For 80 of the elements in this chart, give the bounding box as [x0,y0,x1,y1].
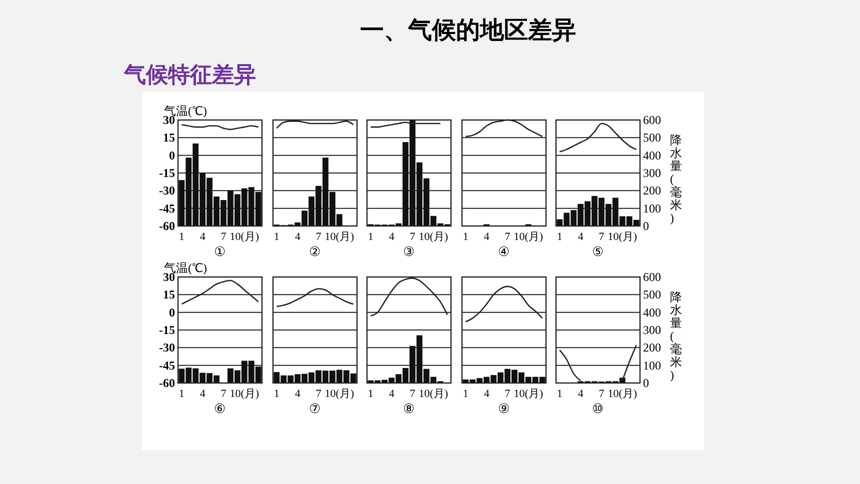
x-tick-label: 4 [388,231,395,243]
x-tick-label: 4 [294,231,301,243]
x-axis-title: ⑩ [592,401,604,416]
y-tick-label: -60 [159,219,175,233]
y-tick-label: -15 [159,166,175,180]
y-tick-label: -15 [159,323,175,337]
text: 气候特征差异 [123,63,256,88]
y-tick-label: 0 [169,305,175,320]
x-tick-label: 1 [556,231,562,243]
y-tick-label: 0 [169,148,175,162]
x-tick-label: 10(月) [418,231,448,243]
y-tick-label: 15 [163,130,175,145]
x-tick-label: 1 [274,388,280,400]
y-tick-label: -60 [159,376,175,390]
y2-tick-label: 400 [643,305,661,320]
x-tick-label: 4 [200,388,206,400]
x-axis-title: ⑦ [309,401,321,416]
x-tick-label: 10(月) [514,231,544,243]
x-tick-label: 10(月) [514,388,544,400]
y-tick-label: -45 [159,358,175,372]
x-tick-label: 7 [410,388,416,400]
x-tick-label: 4 [294,388,301,400]
y2-axis-title: 降水量(毫米) [670,133,682,225]
x-tick-label: 7 [598,231,605,243]
y2-tick-label: 600 [643,113,661,127]
x-tick-label: 10(月) [608,231,638,243]
y2-tick-label: 0 [643,219,649,233]
x-tick-label: 10(月) [418,388,448,400]
x-tick-label: 7 [504,231,511,243]
x-tick-label: 1 [178,231,184,243]
x-tick-label: 4 [200,231,206,243]
x-axis-title: ③ [403,244,415,259]
x-tick-label: 7 [220,231,227,243]
y-tick-label: -45 [159,201,175,216]
y2-tick-label: 600 [643,270,661,284]
text: 一、气候的地区差异 [360,16,576,44]
x-tick-label: 4 [388,388,395,400]
x-tick-label: 1 [462,231,468,243]
y2-tick-label: 500 [643,130,661,145]
x-tick-label: 7 [220,388,227,400]
x-tick-label: 7 [316,388,322,400]
y2-axis-title: 降水量(毫米) [670,290,682,382]
y2-tick-label: 200 [643,184,661,198]
x-tick-label: 10(月) [324,388,354,400]
x-tick-label: 7 [504,388,511,400]
x-tick-label: 4 [578,388,584,400]
y2-tick-label: 300 [643,323,661,337]
x-tick-label: 1 [178,388,184,400]
x-tick-label: 7 [410,231,416,243]
y2-tick-label: 0 [643,376,649,390]
y-tick-label: -30 [159,184,175,198]
x-tick-label: 1 [368,231,374,243]
x-tick-label: 4 [484,231,490,243]
x-tick-label: 1 [274,231,280,243]
y2-tick-label: 300 [643,166,661,180]
x-axis-title: ⑧ [403,401,415,416]
x-axis-title: ② [309,244,321,259]
x-tick-label: 10(月) [608,388,638,400]
x-axis-title: ⑨ [498,401,510,416]
x-tick-label: 10(月) [230,388,260,400]
y2-tick-label: 100 [643,201,661,216]
x-tick-label: 10(月) [230,231,260,243]
x-tick-label: 7 [316,231,322,243]
y2-tick-label: 100 [643,358,661,372]
y2-tick-label: 400 [643,148,661,162]
x-tick-label: 1 [556,388,562,400]
x-tick-label: 4 [484,388,490,400]
x-tick-label: 4 [578,231,584,243]
x-tick-label: 1 [462,388,468,400]
y2-tick-label: 200 [643,340,661,355]
x-axis-title: ④ [498,244,510,259]
x-tick-label: 10(月) [324,231,354,243]
x-tick-label: 7 [598,388,605,400]
x-axis-title: ① [214,244,226,259]
x-axis-title: ⑤ [592,244,604,259]
x-axis-title: ⑥ [214,401,226,416]
y-tick-label: -30 [159,340,175,355]
y-tick-label: 15 [163,288,175,302]
x-tick-label: 1 [368,388,374,400]
y2-tick-label: 500 [643,288,661,302]
